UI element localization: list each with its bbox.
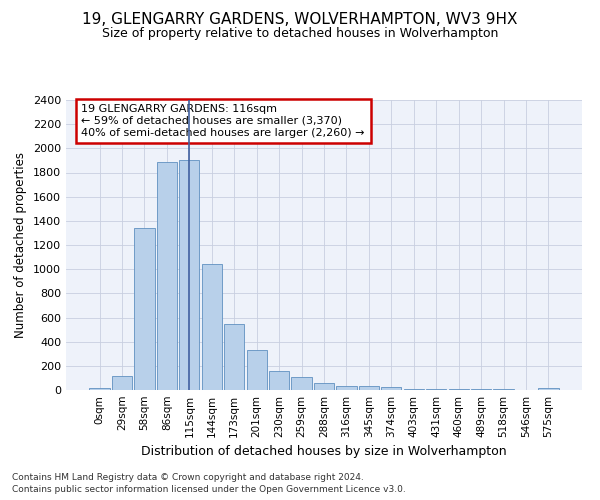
- Bar: [157, 162, 177, 390]
- Bar: [359, 386, 379, 390]
- Text: Contains public sector information licensed under the Open Government Licence v3: Contains public sector information licen…: [12, 485, 406, 494]
- Bar: [538, 388, 559, 390]
- Bar: [381, 387, 401, 390]
- X-axis label: Distribution of detached houses by size in Wolverhampton: Distribution of detached houses by size …: [141, 446, 507, 458]
- Text: 19, GLENGARRY GARDENS, WOLVERHAMPTON, WV3 9HX: 19, GLENGARRY GARDENS, WOLVERHAMPTON, WV…: [82, 12, 518, 28]
- Bar: [314, 383, 334, 390]
- Bar: [202, 264, 222, 390]
- Bar: [89, 388, 110, 390]
- Text: Contains HM Land Registry data © Crown copyright and database right 2024.: Contains HM Land Registry data © Crown c…: [12, 472, 364, 482]
- Bar: [247, 350, 267, 390]
- Text: Size of property relative to detached houses in Wolverhampton: Size of property relative to detached ho…: [102, 28, 498, 40]
- Bar: [269, 370, 289, 390]
- Bar: [179, 160, 199, 390]
- Bar: [112, 376, 132, 390]
- Bar: [292, 378, 311, 390]
- Y-axis label: Number of detached properties: Number of detached properties: [14, 152, 28, 338]
- Text: 19 GLENGARRY GARDENS: 116sqm
← 59% of detached houses are smaller (3,370)
40% of: 19 GLENGARRY GARDENS: 116sqm ← 59% of de…: [82, 104, 365, 138]
- Bar: [134, 228, 155, 390]
- Bar: [224, 324, 244, 390]
- Bar: [337, 386, 356, 390]
